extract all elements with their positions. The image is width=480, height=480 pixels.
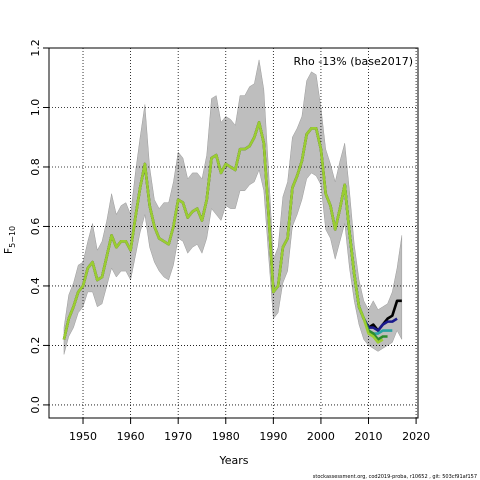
y-tick-label: 0.2	[29, 337, 42, 355]
footer: stockassessment.org, cod2019-proba, r106…	[313, 474, 477, 480]
y-tick-label: 0.8	[29, 158, 42, 176]
confidence-band	[63, 59, 403, 355]
plot-frame	[48, 47, 419, 419]
x-tick-label: 2000	[307, 430, 335, 443]
x-tick-label: 2020	[402, 430, 430, 443]
x-axis-label: Years	[218, 454, 248, 467]
x-tick-label: 1980	[212, 430, 240, 443]
y-tick-label: 1.0	[29, 99, 42, 117]
y-tick-label: 0.0	[29, 396, 42, 414]
x-tick-label: 1950	[69, 430, 97, 443]
y-tick-label: 0.4	[29, 277, 42, 295]
y-label-main: F	[2, 248, 15, 254]
x-tick-label: 1970	[164, 430, 192, 443]
y-tick-label: 1.2	[29, 39, 42, 57]
x-tick-label: 1990	[259, 430, 287, 443]
annotation: Rho -13% (base2017)	[293, 55, 413, 68]
y-tick-label: 0.6	[29, 218, 42, 236]
x-tick-label: 2010	[355, 430, 383, 443]
y-label-subscript: 5−10	[8, 226, 17, 248]
x-tick-label: 1960	[117, 430, 145, 443]
y-axis-label: F5−10	[2, 226, 17, 254]
series-line	[62, 121, 384, 344]
